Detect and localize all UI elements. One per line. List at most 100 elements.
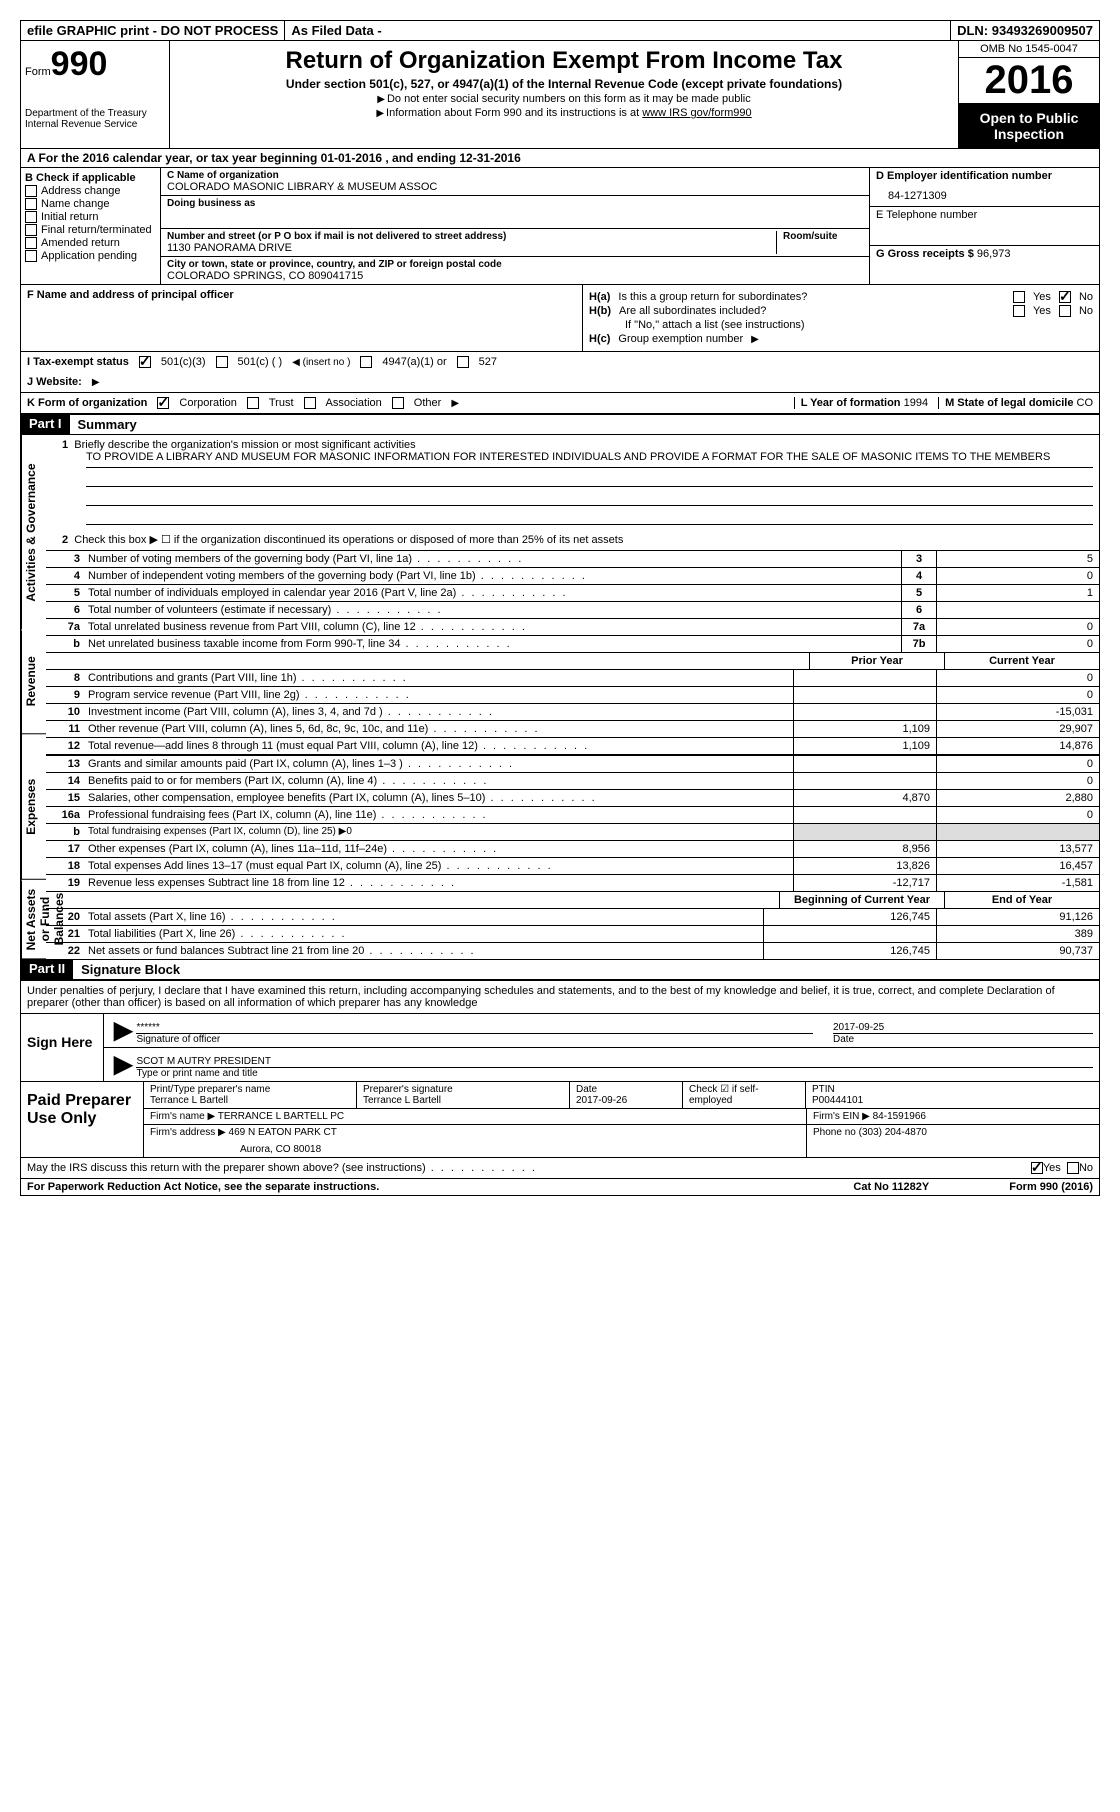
col-end-year: End of Year (944, 892, 1099, 908)
checkbox-final-return[interactable] (25, 224, 37, 236)
gov-line: 6Total number of volunteers (estimate if… (46, 601, 1099, 618)
net-col-headers: Beginning of Current Year End of Year (46, 891, 1099, 908)
gov-line: bNet unrelated business taxable income f… (46, 635, 1099, 652)
dept-treasury: Department of the Treasury (25, 108, 165, 119)
column-de: D Employer identification number 84-1271… (869, 168, 1099, 284)
hc-label: H(c) (589, 333, 610, 345)
data-line: 15Salaries, other compensation, employee… (46, 789, 1099, 806)
open-public-label: Open to Public Inspection (959, 104, 1099, 148)
form-number-box: Form990 Department of the Treasury Inter… (21, 41, 170, 148)
ein-label: D Employer identification number (876, 170, 1093, 182)
checkbox-trust[interactable] (247, 397, 259, 409)
col-b-header: B Check if applicable (25, 172, 156, 184)
no-label: No (1079, 305, 1093, 317)
checkbox-initial-return[interactable] (25, 211, 37, 223)
mission-block: 1 Briefly describe the organization's mi… (46, 435, 1099, 550)
sig-arrow-icon: ▶ (110, 1050, 136, 1079)
hb-no-checkbox[interactable] (1059, 305, 1071, 317)
data-line: 22Net assets or fund balances Subtract l… (46, 942, 1099, 959)
part2-header: Part II Signature Block (21, 959, 1099, 980)
part2-title: Signature Block (73, 959, 1099, 980)
dln-value: 93493269009507 (992, 23, 1093, 38)
gross-label: G Gross receipts $ (876, 248, 974, 260)
data-line: 20Total assets (Part X, line 16)126,7459… (46, 908, 1099, 925)
group-return-box: H(a) Is this a group return for subordin… (583, 285, 1099, 351)
checkbox-corp[interactable] (157, 397, 169, 409)
dept-irs: Internal Revenue Service (25, 119, 165, 130)
checkbox-501c3[interactable] (139, 356, 151, 368)
gov-line: 7aTotal unrelated business revenue from … (46, 618, 1099, 635)
data-line: 12Total revenue—add lines 8 through 11 (… (46, 737, 1099, 754)
hb-yes-checkbox[interactable] (1013, 305, 1025, 317)
opt-other: Other (414, 397, 442, 409)
prep-sig-label: Preparer's signature (363, 1084, 563, 1095)
irs-yes-checkbox[interactable] (1031, 1162, 1043, 1174)
opt-501c: 501(c) ( ) (238, 356, 283, 368)
no-label: No (1079, 1162, 1093, 1174)
ha-no-checkbox[interactable] (1059, 291, 1071, 303)
data-line: bTotal fundraising expenses (Part IX, co… (46, 823, 1099, 840)
checkbox-name-change[interactable] (25, 198, 37, 210)
city-value: COLORADO SPRINGS, CO 809041715 (167, 270, 863, 282)
year-box: OMB No 1545-0047 2016 Open to Public Ins… (958, 41, 1099, 148)
checkbox-4947[interactable] (360, 356, 372, 368)
data-line: 17Other expenses (Part IX, column (A), l… (46, 840, 1099, 857)
ha-yes-checkbox[interactable] (1013, 291, 1025, 303)
m-label: M State of legal domicile (945, 397, 1073, 409)
opt-527: 527 (479, 356, 497, 368)
irs-discuss-text: May the IRS discuss this return with the… (27, 1162, 1031, 1174)
sign-here-label: Sign Here (21, 1014, 103, 1081)
dln: DLN: 93493269009507 (951, 21, 1099, 40)
form-footer: Form 990 (2016) (1009, 1181, 1093, 1193)
sig-officer-label: Signature of officer (136, 1034, 813, 1045)
signature-block: Sign Here ▶ ****** Signature of officer … (21, 1013, 1099, 1082)
checkbox-527[interactable] (457, 356, 469, 368)
note-info: Information about Form 990 and its instr… (386, 107, 639, 119)
form-subtitle: Under section 501(c), 527, or 4947(a)(1)… (180, 77, 948, 91)
mission-text: TO PROVIDE A LIBRARY AND MUSEUM FOR MASO… (86, 451, 1093, 468)
city-label: City or town, state or province, country… (167, 259, 863, 270)
checkbox-address-change[interactable] (25, 185, 37, 197)
gov-line: 4Number of independent voting members of… (46, 567, 1099, 584)
opt-501c3: 501(c)(3) (161, 356, 206, 368)
checkbox-amended[interactable] (25, 237, 37, 249)
type-name-label: Type or print name and title (136, 1068, 1093, 1079)
form-prefix: Form (25, 66, 51, 78)
sig-date-label: Date (833, 1034, 1093, 1045)
checkbox-assoc[interactable] (304, 397, 316, 409)
l-label: L Year of formation (801, 397, 901, 409)
irs-discuss-row: May the IRS discuss this return with the… (21, 1158, 1099, 1178)
omb-number: OMB No 1545-0047 (959, 41, 1099, 58)
checkbox-other[interactable] (392, 397, 404, 409)
main-info-grid: B Check if applicable Address change Nam… (21, 168, 1099, 285)
form-990-container: efile GRAPHIC print - DO NOT PROCESS As … (20, 20, 1100, 1196)
dba-label: Doing business as (167, 198, 863, 209)
as-filed-label: As Filed Data - (285, 21, 951, 40)
data-line: 10Investment income (Part VIII, column (… (46, 703, 1099, 720)
dln-label: DLN: (957, 23, 988, 38)
opt-4947: 4947(a)(1) or (382, 356, 446, 368)
cb-label: Name change (41, 198, 110, 210)
row-f-h: F Name and address of principal officer … (21, 285, 1099, 352)
cb-label: Application pending (41, 250, 137, 262)
checkbox-501c[interactable] (216, 356, 228, 368)
insert-no: (insert no ) (303, 357, 351, 368)
firm-name-label: Firm's name ▶ (150, 1111, 215, 1122)
checkbox-app-pending[interactable] (25, 250, 37, 262)
irs-no-checkbox[interactable] (1067, 1162, 1079, 1174)
m-value: CO (1077, 397, 1094, 409)
hb-text: Are all subordinates included? (619, 305, 1005, 317)
data-line: 9Program service revenue (Part VIII, lin… (46, 686, 1099, 703)
ein-value: 84-1271309 (876, 190, 1093, 202)
no-label: No (1079, 291, 1093, 303)
gov-line: 3Number of voting members of the governi… (46, 550, 1099, 567)
principal-officer-box: F Name and address of principal officer (21, 285, 583, 351)
firm-addr-label: Firm's address ▶ (150, 1127, 226, 1138)
irs-link[interactable]: www IRS gov/form990 (642, 107, 751, 119)
officer-name: SCOT M AUTRY PRESIDENT (136, 1056, 1093, 1068)
rev-col-headers: Prior Year Current Year (46, 652, 1099, 669)
cb-label: Initial return (41, 211, 98, 223)
firm-addr2: Aurora, CO 80018 (150, 1144, 800, 1155)
sig-date-value: 2017-09-25 (833, 1022, 1093, 1034)
ha-label: H(a) (589, 291, 610, 303)
